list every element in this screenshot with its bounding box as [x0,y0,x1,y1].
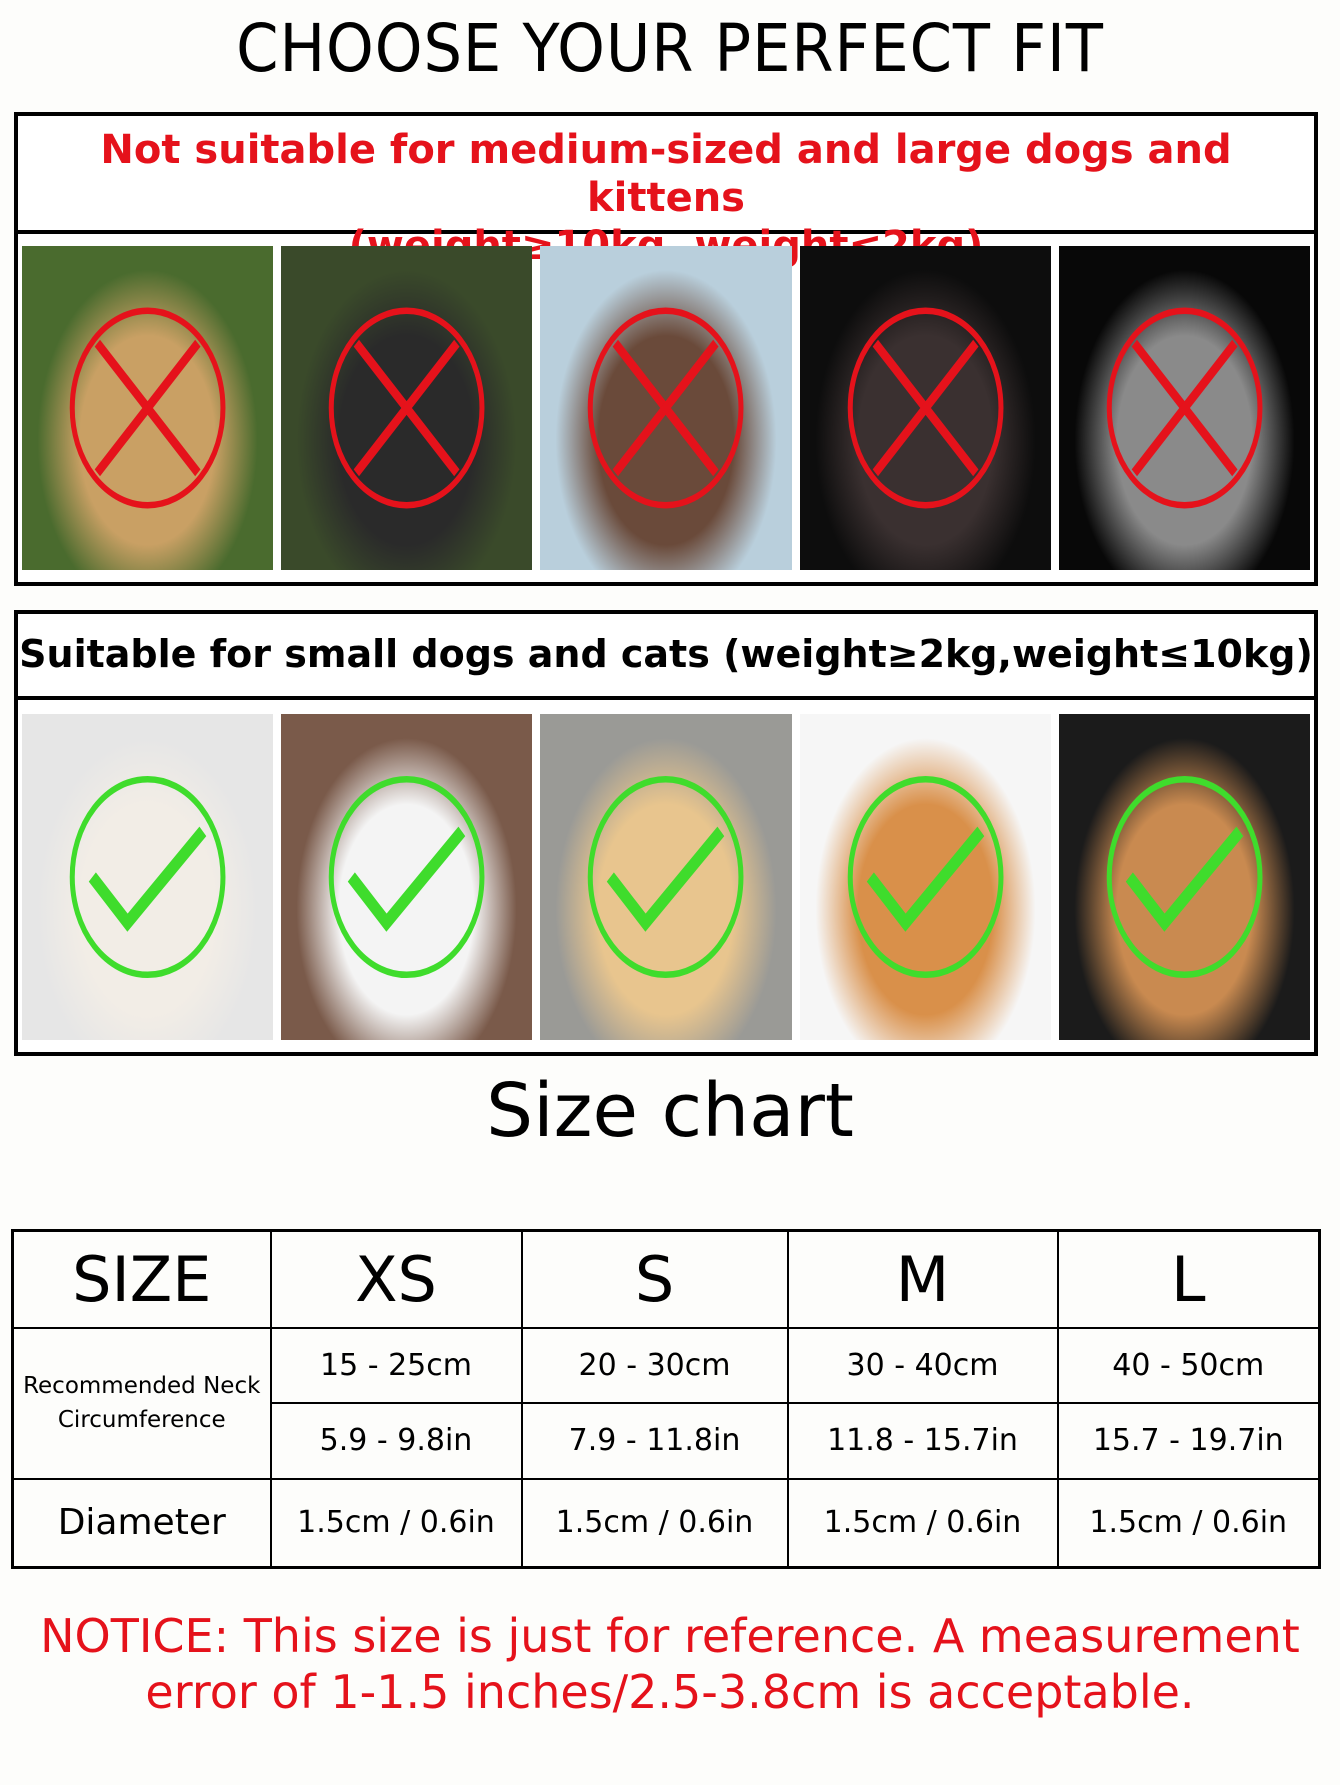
animal-photo-husky [281,246,533,570]
size-chart-title: Size chart [486,1068,854,1154]
diameter-row: Diameter 1.5cm / 0.6in 1.5cm / 0.6in 1.5… [11,1477,1321,1569]
suitable-panel: Suitable for small dogs and cats (weight… [14,610,1318,1056]
neck-in-cell: 11.8 - 15.7in [786,1402,1059,1480]
animal-photo-tabby-cat [1058,714,1311,1040]
red-circle-x-icon [1106,307,1263,509]
red-circle-x-icon [328,307,485,509]
neck-cm-cell: 30 - 40cm [786,1326,1059,1405]
page-title: CHOOSE YOUR PERFECT FIT [236,10,1104,87]
diameter-cell: 1.5cm / 0.6in [269,1477,523,1569]
animal-photo-pomeranian [540,714,792,1040]
size-m: M [786,1229,1059,1329]
notice: NOTICE: This size is just for reference.… [0,1608,1340,1720]
green-circle-check-icon [588,775,744,979]
not-suitable-photos [22,246,1311,570]
red-circle-x-icon [847,307,1004,509]
neck-in-row: 5.9 - 9.8in 7.9 - 11.8in 11.8 - 15.7in 1… [13,1402,1321,1480]
not-suitable-heading: Not suitable for medium-sized and large … [18,116,1314,269]
animal-photo-border-collie [799,246,1051,570]
diameter-cell: 1.5cm / 0.6in [786,1477,1059,1569]
animal-photo-kitten [1058,246,1311,570]
size-header-row: SIZE XS S M L [11,1229,1321,1329]
notice-line2: error of 1-1.5 inches/2.5-3.8cm is accep… [145,1665,1195,1719]
animal-photo-corgi [799,714,1051,1040]
neck-label-line2: Circumference [57,1407,226,1434]
notice-line1: NOTICE: This size is just for reference.… [40,1609,1300,1663]
green-circle-check-icon [847,775,1004,979]
not-suitable-panel: Not suitable for medium-sized and large … [14,112,1318,586]
neck-in-cell: 7.9 - 11.8in [520,1402,789,1480]
suitable-heading: Suitable for small dogs and cats (weight… [18,614,1314,700]
neck-label-line1: Recommended Neck [23,1373,261,1400]
neck-in-cell: 5.9 - 9.8in [269,1402,523,1480]
green-circle-check-icon [1106,775,1263,979]
red-circle-x-icon [69,307,226,509]
diameter-label: Diameter [11,1477,272,1569]
size-s: S [520,1229,789,1329]
neck-cm-row: Recommended Neck Circumference 15 - 25cm … [11,1326,1321,1480]
neck-cm-cell: 40 - 50cm [1056,1326,1321,1405]
green-circle-check-icon [328,775,485,979]
not-suitable-line1: Not suitable for medium-sized and large … [100,127,1232,221]
neck-cm-cell: 15 - 25cm [269,1326,523,1405]
suitable-photos [22,714,1311,1040]
red-circle-x-icon [588,307,744,509]
size-table: SIZE XS S M L Recommended Neck Circumfere… [11,1229,1321,1569]
diameter-cell: 1.5cm / 0.6in [1056,1477,1321,1569]
neck-label: Recommended Neck Circumference [11,1326,272,1480]
size-header: SIZE [11,1229,272,1329]
neck-in-cell: 15.7 - 19.7in [1056,1402,1321,1480]
neck-cm-cell: 20 - 30cm [520,1326,789,1405]
size-xs: XS [269,1229,523,1329]
animal-photo-poodle [22,714,274,1040]
animal-photo-golden-retriever [22,246,274,570]
animal-photo-doberman [540,246,792,570]
size-l: L [1056,1229,1321,1329]
green-circle-check-icon [69,775,226,979]
animal-photo-bichon [281,714,533,1040]
diameter-cell: 1.5cm / 0.6in [520,1477,789,1569]
